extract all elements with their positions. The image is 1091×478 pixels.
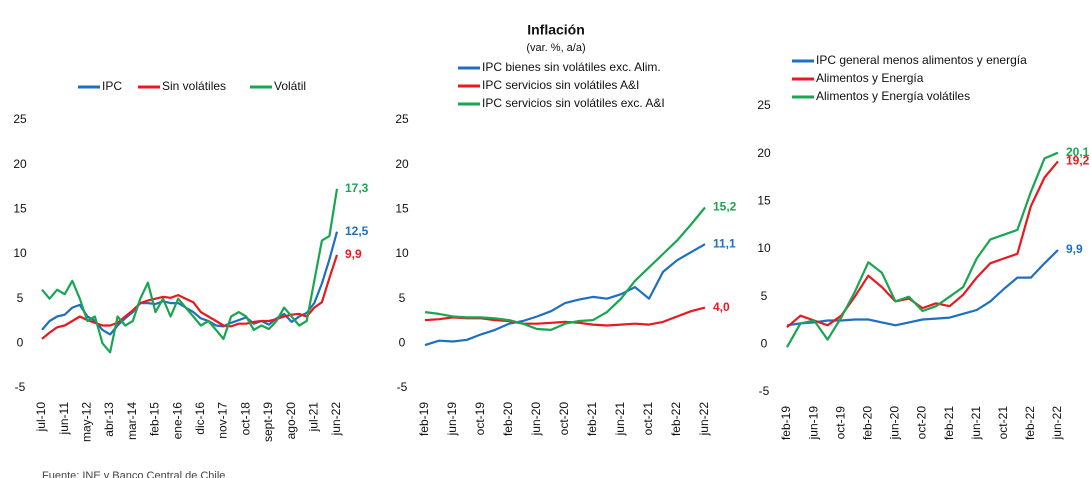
y-tick-label: 20 [13,157,27,171]
x-tick-label: feb-19 [779,406,793,440]
x-tick-label: oct-20 [915,406,929,440]
x-tick-label: oct-18 [238,402,252,436]
x-tick-label: jun-21 [969,406,983,441]
x-tick-label: jun-19 [445,402,459,437]
y-tick-label: 25 [757,98,771,112]
series-line [42,189,337,352]
value-label: 15,2 [713,200,737,214]
x-tick-label: ene-16 [170,402,184,440]
source-note: Fuente: INE y Banco Central de Chile [42,470,225,478]
x-tick-label: jun-21 [613,402,627,437]
value-label: 20,1 [1066,145,1090,159]
x-tick-label: feb-21 [942,406,956,440]
x-tick-label: jul-21 [306,402,320,433]
x-tick-label: feb-19 [417,402,431,436]
x-tick-label: jun-22 [329,402,343,437]
x-tick-label: sept-19 [261,402,275,442]
x-tick-label: jun-22 [697,402,711,437]
y-tick-label: 0 [761,337,768,351]
y-tick-label: 5 [399,291,406,305]
legend-label: IPC bienes sin volátiles exc. Alim. [482,60,661,74]
y-tick-label: 20 [757,146,771,160]
series-line [425,244,705,345]
value-label: 9,9 [1066,242,1083,256]
x-tick-label: feb-20 [501,402,515,436]
figure-subtitle: (var. %, a/a) [526,42,585,54]
x-tick-label: feb-20 [860,406,874,440]
y-tick-label: 15 [757,194,771,208]
x-tick-label: jun-11 [57,402,71,436]
x-tick-label: jun-19 [806,406,820,441]
x-tick-label: oct-20 [557,402,571,436]
value-label: 17,3 [345,181,369,195]
y-tick-label: 25 [13,112,27,126]
legend-label: Alimentos y Energía volátiles [816,89,970,103]
legend-label: IPC [102,79,122,93]
x-tick-label: feb-21 [585,402,599,436]
y-tick-label: 15 [13,202,27,216]
y-tick-label: -5 [759,384,770,398]
y-tick-label: 20 [395,157,409,171]
x-tick-label: feb-22 [669,402,683,436]
value-label: 11,1 [713,236,736,250]
y-tick-label: 0 [399,336,406,350]
series-line [425,208,705,330]
value-label: 9,9 [345,247,362,261]
x-tick-label: jun-20 [888,406,902,441]
y-tick-label: 10 [13,246,27,260]
y-tick-label: -5 [397,380,408,394]
x-tick-label: nov-17 [216,402,230,439]
figure-title: Inflación [527,22,585,38]
series-line [42,255,337,339]
x-tick-label: abr-13 [102,402,116,437]
legend-label: IPC general menos alimentos y energía [816,53,1027,67]
legend-label: IPC servicios sin volátiles A&I [482,78,639,92]
y-tick-label: 0 [17,336,24,350]
legend-label: IPC servicios sin volátiles exc. A&I [482,96,665,110]
x-tick-label: oct-21 [996,406,1010,440]
y-tick-label: 15 [395,202,409,216]
x-tick-label: oct-21 [641,402,655,436]
x-tick-label: may-12 [80,402,94,442]
y-tick-label: 5 [761,289,768,303]
value-label: 4,0 [713,300,730,314]
x-tick-label: jun-22 [1050,406,1064,441]
series-line [787,250,1058,325]
y-tick-label: 25 [395,112,409,126]
value-label: 12,5 [345,224,369,238]
x-tick-label: jul-10 [34,402,48,433]
y-tick-label: -5 [15,380,26,394]
x-tick-label: mar-14 [125,402,139,440]
legend-label: Alimentos y Energía [816,71,924,85]
figure: Inflación (var. %, a/a) Fuente: INE y Ba… [0,0,1091,478]
legend-label: Sin volátiles [162,79,226,93]
x-tick-label: oct-19 [473,402,487,436]
x-tick-label: jun-20 [529,402,543,437]
y-tick-label: 10 [395,246,409,260]
x-tick-label: ago-20 [284,402,298,440]
x-tick-label: feb-15 [148,402,162,436]
series-line [787,161,1058,327]
x-tick-label: oct-19 [833,406,847,440]
x-tick-label: dic-16 [193,402,207,435]
x-tick-label: feb-22 [1023,406,1037,440]
legend-label: Volátil [274,79,306,93]
y-tick-label: 5 [17,291,24,305]
y-tick-label: 10 [757,241,771,255]
